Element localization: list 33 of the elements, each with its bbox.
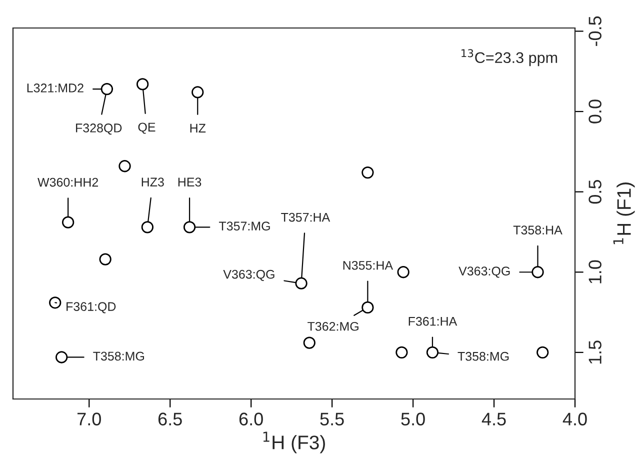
annotation: W360:HH2 — [38, 178, 98, 187]
x-tick-label: 4.5 — [482, 412, 506, 426]
annotation: F361:QD — [66, 302, 116, 314]
x-axis-title: $^{1}$H (F3) — [263, 432, 325, 454]
x-tick-label: 6.0 — [239, 412, 263, 426]
annotation: V363:QG — [223, 270, 274, 281]
x-tick-label: 5.0 — [401, 412, 425, 426]
annotation: HZ — [190, 124, 206, 132]
annotation: L321:MD2 — [27, 84, 84, 92]
annotation: QE — [138, 122, 156, 134]
annotation: V363:QG — [458, 266, 510, 278]
x-tick-label: 6.5 — [158, 412, 182, 426]
annotation: T358:MG — [93, 352, 144, 361]
y-tick-label: 1.5 — [588, 340, 602, 364]
y-axis-title: $^{1}$H (F1) — [613, 182, 635, 244]
y-tick-label: 1.0 — [588, 260, 602, 284]
annotation: T357:HA — [281, 212, 330, 222]
x-tick-label: 7.0 — [78, 412, 101, 426]
annotation: T362:MG — [308, 322, 358, 331]
annotation: N355:HA — [343, 260, 394, 270]
annotation: T358:MG — [458, 352, 509, 361]
annotation: F328QD — [76, 124, 122, 135]
annotation: HE3 — [178, 178, 202, 187]
x-tick-label: 4.0 — [562, 412, 587, 426]
y-tick-label: -0.5 — [588, 16, 602, 46]
annotation: HZ3 — [142, 178, 164, 187]
x-tick-label: 5.5 — [320, 412, 344, 426]
y-tick-label: 0.0 — [588, 100, 602, 124]
annotation: T358:HA — [513, 226, 562, 234]
y-tick-label: 0.5 — [588, 180, 602, 204]
annotation: $^{13}$C=23.3 ppm — [462, 49, 558, 66]
annotation: F361:HA — [408, 316, 458, 326]
annotation: T357:MG — [218, 222, 270, 231]
